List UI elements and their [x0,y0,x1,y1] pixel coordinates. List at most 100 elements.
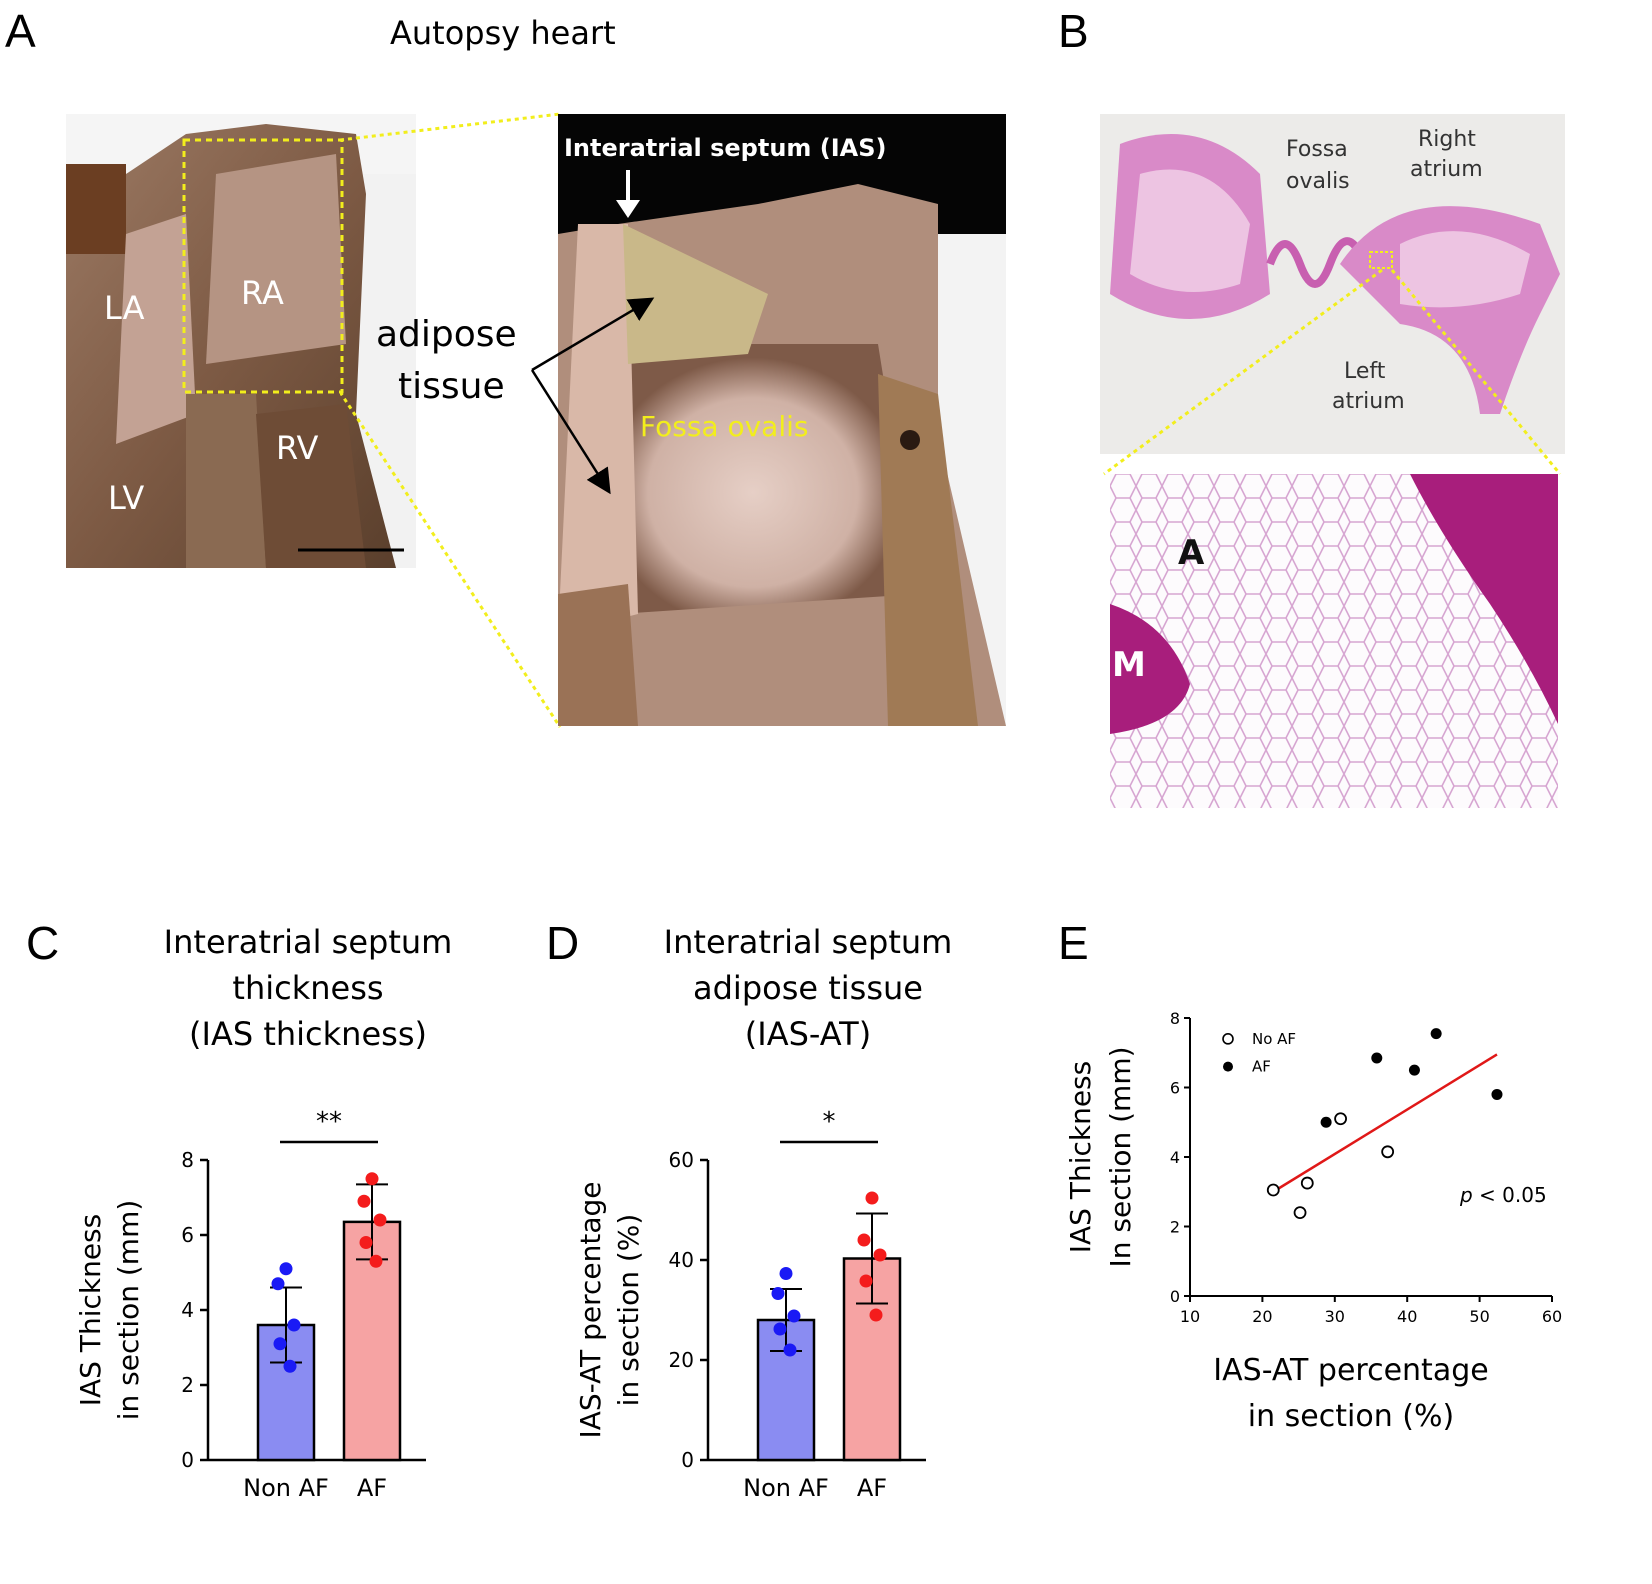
data-point [373,1213,387,1227]
adipose-label-line2: tissue [398,366,505,407]
left-atrium-line2: atrium [1332,389,1405,414]
y-tick-label: 0 [1170,1287,1180,1306]
x-category-label: AF [857,1474,887,1502]
autopsy-heart-photo: LA RA LV RV [66,114,416,568]
right-atrium-line1: Right [1418,127,1476,152]
y-tick-label: 20 [669,1348,694,1372]
panel-letter-b: B [1058,5,1089,57]
y-axis-label-line1: IAS-AT percentage [574,1181,607,1438]
y-tick-label: 4 [181,1298,194,1322]
x-tick-label: 40 [1397,1307,1417,1326]
data-point [783,1343,797,1357]
legend-label-af: AF [1252,1058,1271,1076]
y-tick-label: 60 [669,1148,694,1172]
data-point [271,1277,285,1291]
chart-e: 0 2 4 6 8 10 20 30 40 50 60 No AF AF p < 0.05 IAS Thic… [1064,1009,1562,1434]
p-value-p: p [1459,1183,1473,1207]
legend-marker-af [1223,1061,1233,1072]
fossa-line1: Fossa [1286,137,1348,162]
data-point [873,1248,887,1262]
right-atrium-line2: atrium [1410,157,1483,182]
y-tick-label: 4 [1170,1148,1180,1167]
panel-letter-e: E [1058,917,1089,969]
panel-d-title-3: (IAS-AT) [744,1015,872,1053]
data-point [365,1172,379,1186]
x-tick-label: 50 [1469,1307,1489,1326]
data-point [865,1191,879,1205]
trend-line [1272,1053,1498,1193]
data-point-no-af [1300,1176,1314,1190]
fossa-line2: ovalis [1286,169,1350,194]
data-point-af [1371,1052,1383,1064]
label-adipose-a: A [1178,533,1205,573]
data-point [857,1233,871,1247]
y-axis-label-line2: In section (mm) [1104,1046,1137,1267]
data-point [869,1308,883,1322]
label-lv: LV [108,479,144,517]
y-tick-label: 6 [1170,1079,1180,1098]
histology-overview: Fossa ovalis Right atrium Left atrium [1100,114,1565,454]
panel-c-title-3: (IAS thickness) [189,1015,427,1053]
data-point-af [1408,1064,1420,1076]
panel-letter-d: D [546,917,580,969]
x-axis-label-line2: in section (%) [1248,1399,1454,1434]
y-tick-label: 8 [181,1148,194,1172]
data-point-no-af [1266,1183,1280,1197]
data-point [787,1309,801,1323]
y-tick-label: 8 [1170,1009,1180,1028]
data-point [859,1274,873,1288]
x-category-label: Non AF [243,1474,329,1502]
p-value-rest: < 0.05 [1473,1183,1547,1207]
panel-letter-c: C [26,917,60,969]
p-value-label: p < 0.05 [1459,1183,1547,1207]
y-axis-label: IAS-AT percentage in section (%) [574,1181,645,1438]
y-axis-label: IAS Thickness in section (mm) [74,1200,145,1421]
data-point [773,1322,787,1336]
data-point-af [1430,1028,1442,1040]
x-tick-label: 20 [1252,1307,1272,1326]
x-category-label: AF [357,1474,387,1502]
panel-c-title-2: thickness [232,969,384,1007]
data-point [357,1194,371,1208]
data-point-no-af [1381,1145,1395,1159]
label-ra: RA [241,274,284,312]
adipose-arrows [530,297,655,495]
y-axis-label: IAS Thickness In section (mm) [1064,1046,1137,1267]
significance-marker: ** [316,1107,342,1137]
data-point-af [1320,1116,1332,1128]
chart-c: 0 2 4 6 8 Non AF AF ** IAS Thickness in section (… [74,1107,426,1502]
label-muscle-m: M [1112,645,1146,685]
data-point [279,1262,293,1276]
zoomed-heart-photo: Interatrial septum (IAS) Fossa ovalis [558,114,1006,726]
chart-d: 0 20 40 60 Non AF AF * IAS-AT percentage in sect… [574,1107,926,1502]
x-tick-label: 30 [1325,1307,1345,1326]
data-point [273,1337,287,1351]
data-point-af [1491,1088,1503,1100]
y-tick-label: 0 [181,1448,194,1472]
x-tick-label: 10 [1180,1307,1200,1326]
y-tick-label: 2 [1170,1218,1180,1237]
panel-letter-a: A [5,5,36,57]
data-point [359,1236,373,1249]
panel-a-title: Autopsy heart [390,14,616,52]
x-tick-label: 60 [1542,1307,1562,1326]
y-axis-label-line1: IAS Thickness [1064,1061,1097,1253]
legend-marker-no-af [1222,1033,1234,1045]
data-point-no-af [1334,1112,1347,1126]
fossa-ovalis-label: Fossa ovalis [640,410,808,443]
y-tick-label: 40 [669,1248,694,1272]
x-axis-label-line1: IAS-AT percentage [1213,1353,1488,1388]
significance-marker: * [823,1107,836,1137]
panel-d-title-1: Interatrial septum [663,923,953,961]
histology-zoom: A M [1110,474,1558,808]
label-la: LA [104,289,145,327]
data-point [283,1359,297,1373]
x-category-label: Non AF [743,1474,829,1502]
y-tick-label: 6 [181,1223,194,1247]
label-rv: RV [276,429,318,467]
ias-label: Interatrial septum (IAS) [564,134,887,162]
y-tick-label: 0 [681,1448,694,1472]
panel-d-title-2: adipose tissue [693,969,923,1007]
data-point [771,1287,785,1300]
y-tick-label: 2 [181,1373,194,1397]
